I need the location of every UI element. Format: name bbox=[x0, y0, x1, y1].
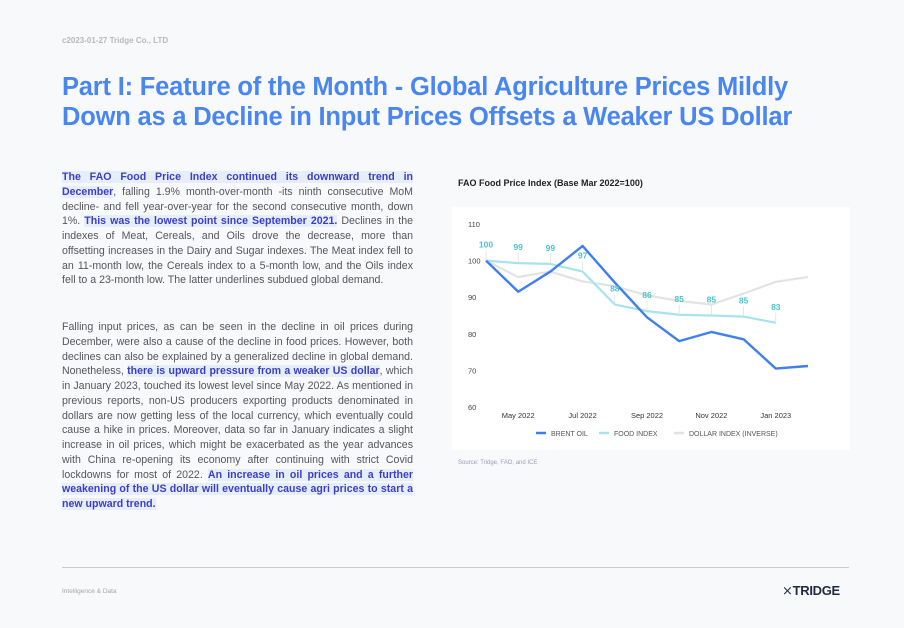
y-tick-label: 100 bbox=[468, 257, 481, 266]
line-chart: 60 70 80 90 100 110 May 2022 Jul 2022 Sep 2022 No… bbox=[468, 220, 809, 438]
series-line-brent-oil bbox=[485, 244, 809, 370]
food-index-data-label: 97 bbox=[578, 251, 588, 261]
highlight: there is upward pressure from a weaker U… bbox=[127, 365, 380, 378]
food-index-data-label: 88 bbox=[610, 284, 620, 294]
x-tick-label: Jan 2023 bbox=[760, 411, 791, 420]
tridge-logo: ⨯TRIDGE bbox=[782, 583, 840, 599]
food-index-data-label: 86 bbox=[642, 290, 652, 300]
body-text: , which in January 2023, touched its low… bbox=[62, 365, 413, 481]
legend-label: FOOD INDEX bbox=[614, 431, 658, 438]
food-index-data-label: 85 bbox=[739, 296, 749, 306]
food-index-data-label: 83 bbox=[771, 302, 781, 312]
legend-label: BRENT OIL bbox=[551, 431, 588, 438]
footer-divider bbox=[62, 567, 849, 568]
x-tick-label: May 2022 bbox=[502, 411, 535, 420]
y-tick-label: 80 bbox=[468, 330, 476, 339]
page-title: Part I: Feature of the Month - Global Ag… bbox=[62, 73, 793, 131]
legend-label: DOLLAR INDEX (INVERSE) bbox=[689, 431, 778, 438]
y-tick-label: 60 bbox=[468, 403, 476, 412]
food-index-data-label: 99 bbox=[513, 242, 523, 252]
paragraph-2: Falling input prices, as can be seen in … bbox=[62, 320, 413, 512]
food-index-data-label: 85 bbox=[707, 295, 717, 305]
y-tick-label: 70 bbox=[468, 366, 476, 375]
y-tick-label: 90 bbox=[468, 293, 476, 302]
chart-source: Source: Tridge, FAO, and ICE bbox=[458, 460, 538, 466]
chart-card: 60 70 80 90 100 110 May 2022 Jul 2022 Sep 2022 No… bbox=[452, 207, 850, 450]
x-tick-label: Jul 2022 bbox=[568, 411, 596, 420]
body-text: Falling input prices, as can be seen in … bbox=[62, 321, 413, 378]
food-index-data-label: 85 bbox=[674, 294, 684, 304]
body-text: Declines in the indexes of Meat, Cereals… bbox=[62, 215, 413, 287]
logo-mark-icon: ⨯ bbox=[782, 583, 793, 598]
paragraph-1: The FAO Food Price Index continued its d… bbox=[62, 170, 413, 288]
food-index-data-label: 99 bbox=[546, 243, 556, 253]
x-tick-label: Sep 2022 bbox=[631, 411, 663, 420]
series-line-dollar-index-inverse- bbox=[485, 259, 809, 306]
chart-title: FAO Food Price Index (Base Mar 2022=100) bbox=[458, 178, 643, 188]
copyright-text: c2023-01-27 Tridge Co., LTD bbox=[62, 36, 169, 45]
food-index-data-label: 100 bbox=[479, 240, 493, 250]
series-line-food-index bbox=[485, 259, 777, 324]
body-text: , falling 1.9% month-over-month -its nin… bbox=[62, 185, 413, 228]
x-tick-label: Nov 2022 bbox=[695, 411, 727, 420]
y-tick-label: 110 bbox=[468, 220, 480, 229]
highlight: This was the lowest point since Septembe… bbox=[84, 215, 338, 228]
footer-label: Intelligence & Data bbox=[62, 588, 117, 595]
logo-text: TRIDGE bbox=[792, 583, 841, 598]
